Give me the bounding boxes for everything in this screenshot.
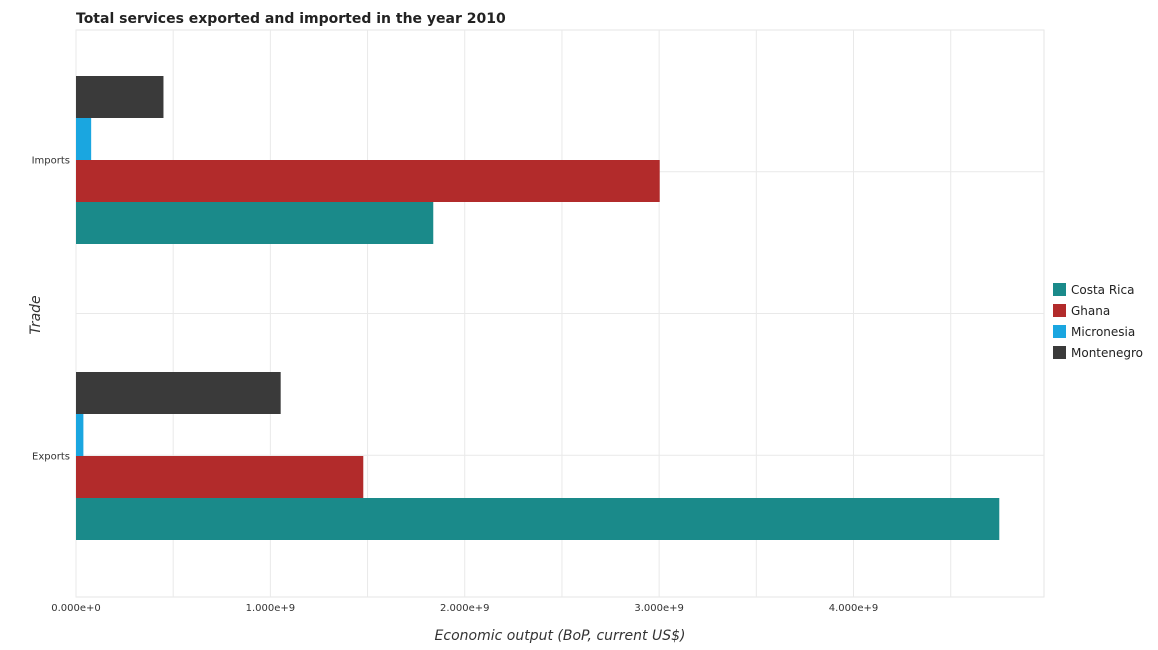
bar-imports-montenegro <box>76 76 164 118</box>
bar-exports-costa-rica <box>76 498 1000 540</box>
bar-exports-montenegro <box>76 372 281 414</box>
bar-exports-ghana <box>76 456 364 498</box>
legend-swatch-costa-rica <box>1053 283 1066 296</box>
category-label-exports: Exports <box>32 452 70 463</box>
bar-imports-costa-rica <box>76 202 434 244</box>
x-tick-label: 0.000e+0 <box>51 603 101 614</box>
bar-exports-micronesia <box>76 414 84 456</box>
legend: Costa Rica Ghana Micronesia Montenegro <box>1053 283 1143 360</box>
bar-imports-ghana <box>76 160 660 202</box>
category-label-imports: Imports <box>32 156 70 167</box>
chart-title: Total services exported and imported in … <box>76 11 506 27</box>
bars <box>76 76 1000 540</box>
axes: Exports Imports 0.000e+0 1.000e+9 2.000e+9 3.… <box>32 156 879 615</box>
x-tick-label: 1.000e+9 <box>246 603 296 614</box>
x-tick-label: 4.000e+9 <box>829 603 879 614</box>
x-axis-label: Economic output (BoP, current US$) <box>435 628 686 644</box>
y-axis-label: Trade <box>28 295 44 334</box>
legend-label-micronesia: Micronesia <box>1071 325 1135 339</box>
bar-imports-micronesia <box>76 118 92 160</box>
x-tick-label: 2.000e+9 <box>440 603 490 614</box>
x-tick-label: 3.000e+9 <box>634 603 684 614</box>
legend-swatch-micronesia <box>1053 325 1066 338</box>
legend-label-ghana: Ghana <box>1071 304 1110 318</box>
legend-swatch-montenegro <box>1053 346 1066 359</box>
legend-label-costa-rica: Costa Rica <box>1071 283 1134 297</box>
legend-swatch-ghana <box>1053 304 1066 317</box>
legend-label-montenegro: Montenegro <box>1071 346 1143 360</box>
